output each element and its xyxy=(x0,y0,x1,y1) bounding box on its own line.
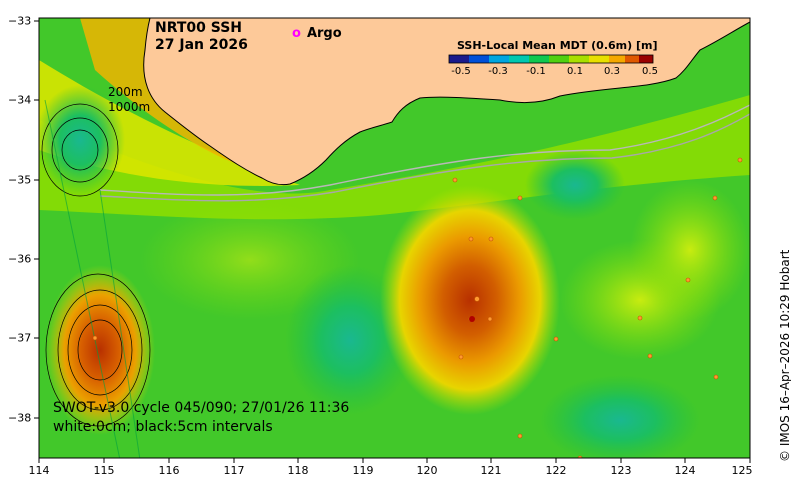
colorbar-tick: 0.5 xyxy=(642,66,658,77)
map-title: NRT00 SSH 27 Jan 2026 xyxy=(155,20,248,54)
swot-swath-edge-2 xyxy=(99,189,141,458)
x-tick-label: 120 xyxy=(416,464,438,477)
colorbar-tick: 0.3 xyxy=(604,66,620,77)
cold-eddy-north xyxy=(525,150,625,220)
swot-swath-edge-1 xyxy=(44,99,121,458)
y-tick-label: −34 xyxy=(8,93,32,107)
colorbar-tick: 0.1 xyxy=(567,66,583,77)
y-tick-label: −37 xyxy=(8,331,32,345)
y-tick-label: −33 xyxy=(8,14,32,28)
x-tick-label: 124 xyxy=(674,464,696,477)
colorbar xyxy=(448,54,654,64)
x-tick-label: 114 xyxy=(28,464,50,477)
swot-info: SWOT-v3.0 cycle 045/090; 27/01/26 11:36 … xyxy=(53,399,349,437)
y-tick-label: −36 xyxy=(8,252,32,266)
y-tick-label: −35 xyxy=(8,173,32,187)
colorbar-title: SSH-Local Mean MDT (0.6m) [m] xyxy=(457,39,658,52)
colorbar-ticks: -0.5 -0.3 -0.1 0.1 0.3 0.5 xyxy=(0,66,791,80)
x-tick-label: 119 xyxy=(352,464,374,477)
x-tick-label: 121 xyxy=(480,464,502,477)
drifter-marker-dark xyxy=(469,316,475,322)
cold-eddy-south xyxy=(540,375,700,458)
swot-contours xyxy=(41,103,151,427)
isobath-1000m-label: 1000m xyxy=(108,100,151,114)
colorbar-tick: -0.5 xyxy=(451,66,471,77)
isobath-200m xyxy=(99,104,750,196)
y-tick-label: −38 xyxy=(8,411,32,425)
axis-tick-marks xyxy=(34,20,751,463)
x-tick-label: 116 xyxy=(158,464,180,477)
x-tick-label: 118 xyxy=(287,464,309,477)
title-date: 27 Jan 2026 xyxy=(155,37,248,53)
title-product: NRT00 SSH xyxy=(155,20,243,36)
isobath-labels: 200m 1000m xyxy=(108,85,150,115)
swot-cycle-label: SWOT-v3.0 cycle 045/090; 27/01/26 11:36 xyxy=(53,400,350,416)
isobath-200m-label: 200m xyxy=(108,85,143,99)
x-tick-label: 122 xyxy=(545,464,567,477)
warm-eddy-west xyxy=(45,265,155,435)
x-tick-label: 123 xyxy=(610,464,632,477)
plot-frame xyxy=(38,17,751,459)
warm-eddy-east xyxy=(380,185,560,415)
argo-legend-label: Argo xyxy=(306,26,342,41)
imos-credit: © IMOS 16–Apr–2026 10:29 Hobart xyxy=(778,249,791,462)
argo-legend: o Argo xyxy=(292,26,342,41)
x-tick-label: 115 xyxy=(93,464,115,477)
yellow-patch-northeast xyxy=(630,180,750,320)
argo-marker-icon: o xyxy=(292,26,301,41)
x-tick-label: 117 xyxy=(223,464,245,477)
swot-contour-note: white:0cm; black:5cm intervals xyxy=(53,419,273,435)
x-tick-label: 125 xyxy=(731,464,753,477)
colorbar-tick: -0.1 xyxy=(526,66,546,77)
colorbar-tick: -0.3 xyxy=(488,66,508,77)
isobath-1000m xyxy=(99,113,750,202)
